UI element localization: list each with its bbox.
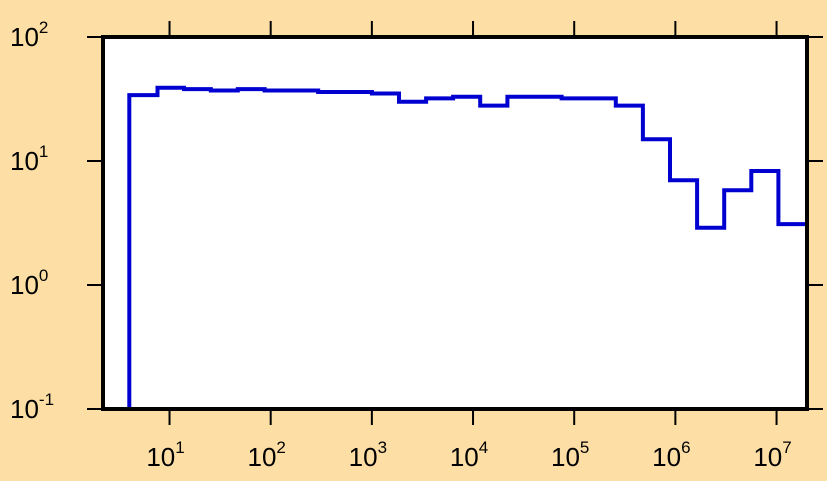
x-tick-label: 106	[652, 438, 690, 472]
x-tick-label: 101	[146, 438, 184, 472]
x-tick-label: 103	[349, 438, 387, 472]
x-tick-label: 102	[248, 438, 286, 472]
y-tick-label: 100	[10, 266, 48, 300]
y-tick-label: 10-1	[10, 390, 54, 424]
x-tick-label: 104	[450, 438, 488, 472]
x-tick-label: 105	[551, 438, 589, 472]
y-tick-label: 102	[10, 18, 48, 52]
plot-area	[103, 37, 807, 409]
x-tick-label: 107	[753, 438, 791, 472]
y-tick-label: 101	[10, 142, 48, 176]
